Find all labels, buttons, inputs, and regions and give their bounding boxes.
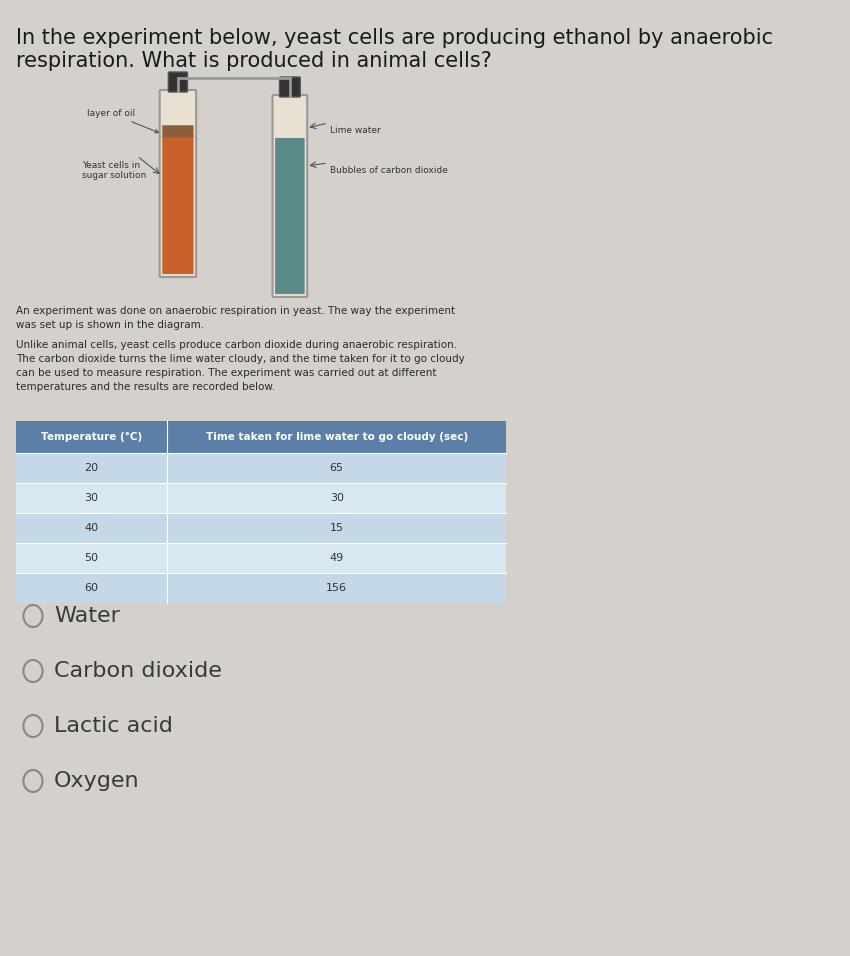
Text: 49: 49 (330, 553, 344, 563)
Text: 60: 60 (84, 583, 99, 593)
FancyBboxPatch shape (15, 513, 506, 543)
FancyBboxPatch shape (15, 573, 506, 603)
Text: 30: 30 (330, 493, 343, 503)
FancyBboxPatch shape (15, 543, 506, 573)
Text: Yeast cells in
sugar solution: Yeast cells in sugar solution (82, 161, 147, 181)
FancyBboxPatch shape (162, 125, 194, 138)
FancyBboxPatch shape (15, 483, 506, 513)
Text: Lime water: Lime water (330, 126, 381, 135)
Text: Lactic acid: Lactic acid (54, 716, 173, 736)
FancyBboxPatch shape (162, 135, 194, 274)
Text: 20: 20 (84, 463, 99, 473)
Text: Oxygen: Oxygen (54, 771, 139, 791)
Text: Carbon dioxide: Carbon dioxide (54, 661, 222, 681)
Text: 15: 15 (330, 523, 343, 533)
Text: 156: 156 (326, 583, 348, 593)
FancyBboxPatch shape (275, 138, 304, 294)
Text: 65: 65 (330, 463, 343, 473)
Text: Temperature (°C): Temperature (°C) (41, 432, 142, 442)
FancyBboxPatch shape (15, 453, 506, 483)
FancyBboxPatch shape (15, 421, 506, 453)
Text: Water: Water (54, 606, 120, 626)
FancyBboxPatch shape (280, 77, 300, 97)
Text: Bubbles of carbon dioxide: Bubbles of carbon dioxide (330, 166, 448, 175)
Text: Time taken for lime water to go cloudy (sec): Time taken for lime water to go cloudy (… (206, 432, 468, 442)
Text: An experiment was done on anaerobic respiration in yeast. The way the experiment: An experiment was done on anaerobic resp… (15, 306, 455, 330)
FancyBboxPatch shape (160, 90, 196, 277)
FancyBboxPatch shape (168, 72, 188, 92)
Text: In the experiment below, yeast cells are producing ethanol by anaerobic: In the experiment below, yeast cells are… (15, 28, 773, 48)
FancyBboxPatch shape (273, 95, 307, 297)
Text: 40: 40 (84, 523, 99, 533)
Text: 50: 50 (84, 553, 99, 563)
Text: layer of oil: layer of oil (87, 109, 159, 133)
Text: 30: 30 (84, 493, 99, 503)
Text: Unlike animal cells, yeast cells produce carbon dioxide during anaerobic respira: Unlike animal cells, yeast cells produce… (15, 340, 464, 392)
Text: respiration. What is produced in animal cells?: respiration. What is produced in animal … (15, 51, 491, 71)
